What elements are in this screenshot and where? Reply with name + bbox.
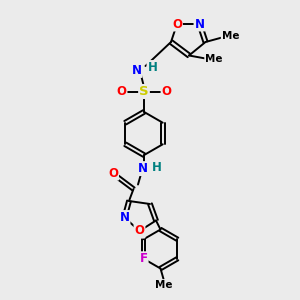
Text: Me: Me [205, 53, 223, 64]
Text: F: F [140, 252, 148, 265]
Text: N: N [119, 211, 130, 224]
Text: O: O [108, 167, 118, 180]
Text: S: S [139, 85, 149, 98]
Text: O: O [161, 85, 172, 98]
Text: O: O [134, 224, 145, 238]
Text: N: N [131, 64, 142, 77]
Text: N: N [194, 17, 205, 31]
Text: H: H [152, 160, 161, 174]
Text: N: N [137, 162, 148, 175]
Text: O: O [116, 85, 127, 98]
Text: Me: Me [155, 280, 172, 290]
Text: O: O [172, 17, 182, 31]
Text: H: H [148, 61, 157, 74]
Text: Me: Me [222, 31, 239, 41]
